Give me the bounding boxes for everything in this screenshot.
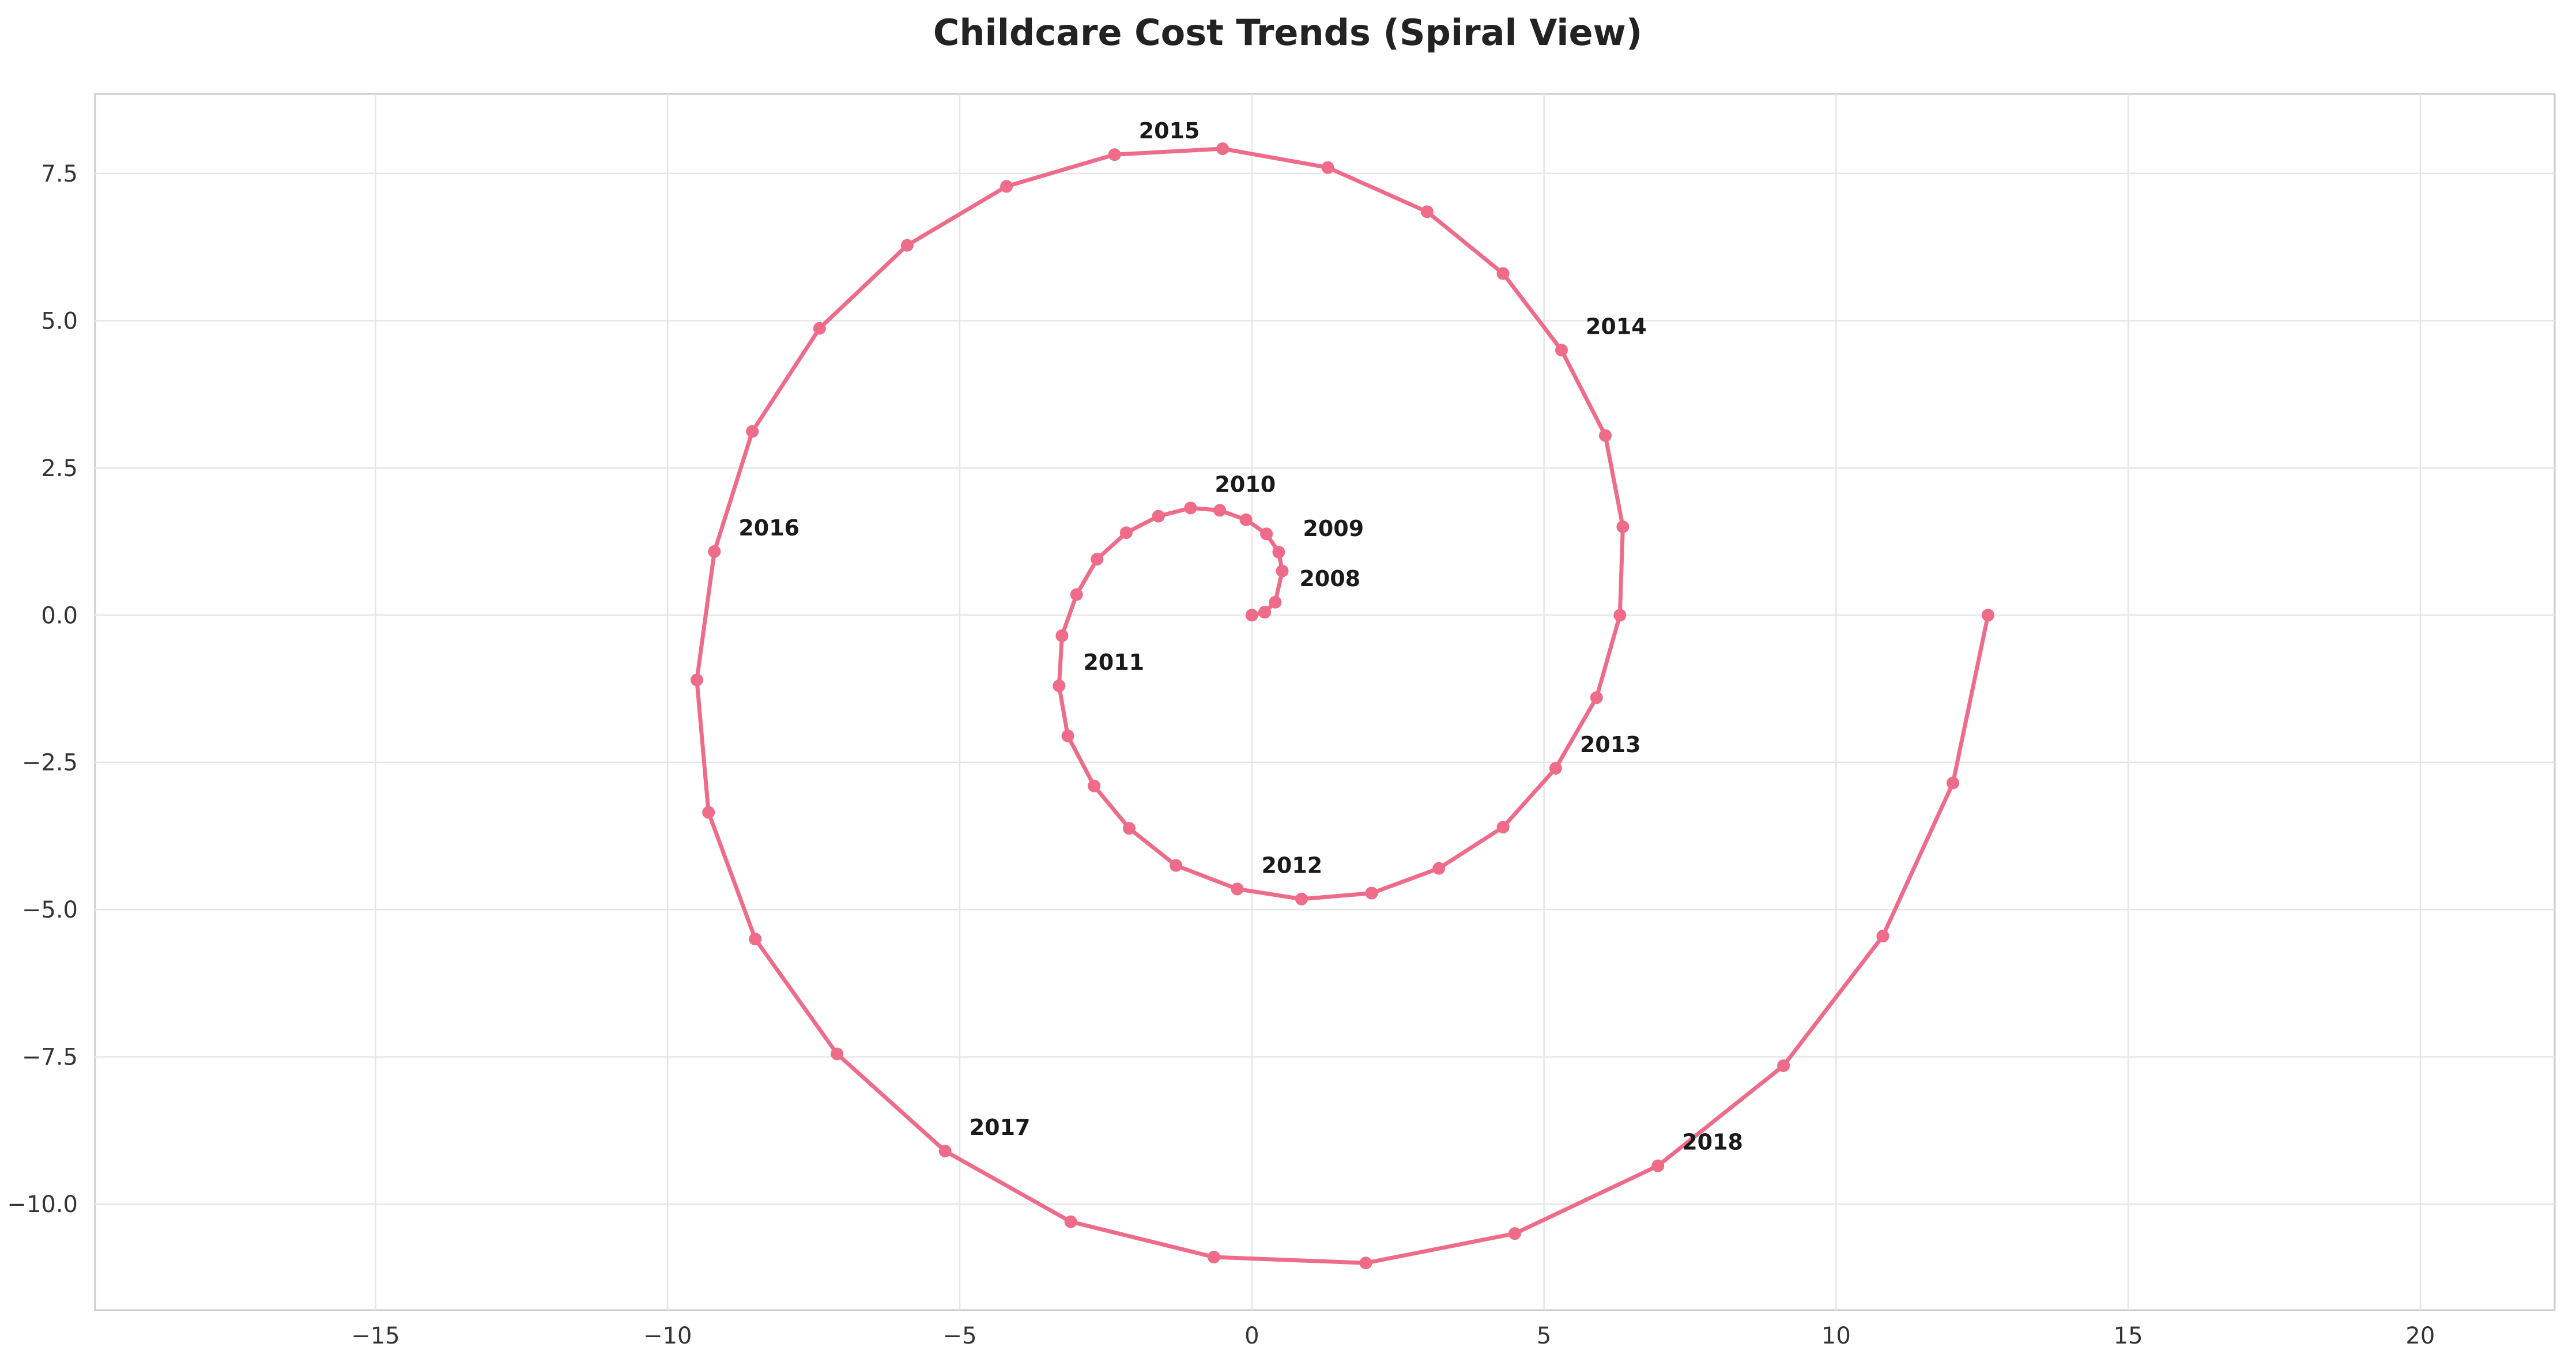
data-point <box>1260 527 1273 541</box>
y-tick-label: −7.5 <box>22 1044 78 1071</box>
data-point <box>1061 729 1074 742</box>
annotation-label: 2010 <box>1215 471 1276 497</box>
x-tick-label: 5 <box>1537 1323 1551 1349</box>
data-point <box>1184 501 1197 515</box>
data-point <box>1321 161 1334 174</box>
x-tick-label: 15 <box>2114 1323 2143 1349</box>
data-point <box>1152 510 1165 523</box>
data-point <box>1365 886 1378 900</box>
y-tick-label: −5.0 <box>22 897 78 923</box>
data-point <box>1269 595 1282 609</box>
data-point <box>1420 205 1434 218</box>
data-point <box>1070 588 1083 601</box>
annotation-label: 2012 <box>1261 852 1322 878</box>
data-point <box>1088 779 1101 793</box>
x-tick-label: 10 <box>1821 1323 1851 1349</box>
data-point <box>1258 606 1272 619</box>
data-point <box>1359 1256 1372 1270</box>
x-axis-ticks: −15 −10 −5 0 5 10 15 20 <box>351 1323 2435 1349</box>
data-point <box>900 239 914 252</box>
y-axis-ticks: −10.0 −7.5 −5.0 −2.5 0.0 2.5 5.0 7.5 <box>7 161 78 1218</box>
data-point <box>1508 1227 1521 1240</box>
grid-lines <box>95 94 2555 1310</box>
data-point <box>1239 513 1253 526</box>
data-point <box>938 1145 952 1158</box>
data-point <box>1119 526 1133 539</box>
data-point <box>1598 429 1612 442</box>
data-point <box>1651 1159 1665 1172</box>
data-point <box>1876 930 1889 943</box>
data-point <box>1981 609 1994 622</box>
y-tick-label: 5.0 <box>41 308 78 334</box>
data-point <box>1000 180 1013 193</box>
annotation-label: 2011 <box>1083 650 1144 675</box>
series-spiral <box>690 142 1994 1270</box>
data-point <box>1616 520 1630 534</box>
x-tick-label: −10 <box>643 1323 692 1349</box>
data-point <box>1053 679 1066 692</box>
annotation-label: 2013 <box>1580 732 1641 757</box>
data-point <box>1777 1059 1790 1072</box>
data-point <box>1213 504 1227 517</box>
data-point <box>1231 882 1244 896</box>
year-annotations: 2008 2009 2010 2011 2012 2013 2014 2015 2016 2017… <box>738 118 1743 1154</box>
data-point <box>746 425 759 438</box>
data-point <box>1555 344 1568 357</box>
data-point <box>708 545 721 558</box>
annotation-label: 2014 <box>1586 314 1647 339</box>
annotation-label: 2008 <box>1299 566 1360 591</box>
data-point <box>1549 761 1562 775</box>
y-tick-label: −2.5 <box>22 750 78 776</box>
data-point <box>813 322 826 335</box>
data-point <box>690 673 703 686</box>
data-point <box>1590 691 1603 704</box>
x-tick-label: 20 <box>2405 1323 2435 1349</box>
y-tick-label: 7.5 <box>41 161 78 187</box>
y-tick-label: 0.0 <box>41 602 78 629</box>
data-point <box>1496 821 1510 834</box>
plot-area <box>94 93 2556 1311</box>
data-point <box>1055 629 1069 643</box>
data-point <box>1947 776 1960 790</box>
data-point <box>1295 892 1308 905</box>
data-point <box>1613 609 1627 622</box>
data-point <box>1091 553 1104 566</box>
x-tick-label: −15 <box>351 1323 399 1349</box>
y-tick-label: 2.5 <box>41 455 78 482</box>
x-tick-label: −5 <box>943 1323 977 1349</box>
data-point <box>1064 1215 1077 1228</box>
data-point <box>1276 564 1289 578</box>
data-point <box>1108 148 1121 161</box>
data-point <box>702 806 715 819</box>
data-point <box>749 933 762 946</box>
data-point <box>1245 609 1258 622</box>
data-point <box>1207 1251 1220 1264</box>
data-point <box>831 1047 844 1061</box>
data-point <box>1496 267 1510 280</box>
annotation-label: 2009 <box>1303 516 1364 541</box>
annotation-label: 2015 <box>1139 118 1200 144</box>
chart-title: Childcare Cost Trends (Spiral View) <box>933 12 1642 54</box>
annotation-label: 2017 <box>970 1115 1031 1140</box>
data-point <box>1170 859 1183 872</box>
data-point <box>1432 862 1446 875</box>
x-tick-label: 0 <box>1244 1323 1259 1349</box>
data-point <box>1272 545 1285 559</box>
annotation-label: 2018 <box>1682 1130 1743 1155</box>
data-point <box>1216 142 1229 156</box>
y-tick-label: −10.0 <box>7 1191 78 1218</box>
annotation-label: 2016 <box>738 515 799 541</box>
data-point <box>1122 822 1136 835</box>
